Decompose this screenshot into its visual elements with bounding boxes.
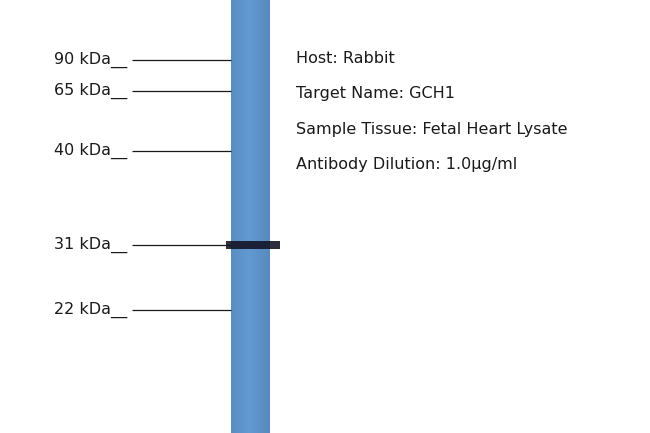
Bar (267, 0, 268, 433)
Bar (235, 0, 237, 433)
Bar (269, 0, 270, 433)
Bar (237, 0, 238, 433)
Bar (252, 0, 253, 433)
Bar (259, 0, 261, 433)
Bar (253, 0, 254, 433)
Bar (226, 241, 280, 249)
Bar (247, 0, 248, 433)
Bar (233, 0, 234, 433)
Bar (238, 0, 239, 433)
Text: 22 kDa__: 22 kDa__ (53, 301, 127, 318)
Bar (240, 0, 242, 433)
Bar (239, 0, 240, 433)
Bar (255, 0, 257, 433)
Bar (246, 0, 247, 433)
Bar (244, 0, 246, 433)
Bar (250, 0, 251, 433)
Bar (259, 0, 260, 433)
Bar (265, 0, 266, 433)
Bar (234, 0, 235, 433)
Bar (249, 0, 250, 433)
Bar (255, 0, 256, 433)
Bar (266, 0, 268, 433)
Bar (268, 0, 269, 433)
Bar (261, 0, 262, 433)
Bar (235, 0, 236, 433)
Bar (257, 0, 258, 433)
Bar (268, 0, 270, 433)
Text: 31 kDa__: 31 kDa__ (53, 236, 127, 253)
Bar (233, 0, 235, 433)
Bar (260, 0, 261, 433)
Bar (264, 0, 265, 433)
Bar (262, 0, 263, 433)
Bar (242, 0, 243, 433)
Bar (265, 0, 266, 433)
Text: 40 kDa__: 40 kDa__ (53, 142, 127, 159)
Bar (240, 0, 241, 433)
Text: Antibody Dilution: 1.0µg/ml: Antibody Dilution: 1.0µg/ml (296, 158, 517, 172)
Bar (263, 0, 264, 433)
Text: Target Name: GCH1: Target Name: GCH1 (296, 87, 455, 101)
Bar (261, 0, 263, 433)
Bar (231, 0, 232, 433)
Text: 90 kDa__: 90 kDa__ (53, 52, 127, 68)
Bar (251, 0, 252, 433)
Bar (252, 0, 254, 433)
Bar (254, 0, 255, 433)
Bar (236, 0, 237, 433)
Text: Sample Tissue: Fetal Heart Lysate: Sample Tissue: Fetal Heart Lysate (296, 122, 567, 137)
Bar (231, 0, 233, 433)
Text: Host: Rabbit: Host: Rabbit (296, 51, 395, 66)
Bar (248, 0, 250, 433)
Bar (263, 0, 265, 433)
Bar (266, 0, 267, 433)
Text: 65 kDa__: 65 kDa__ (53, 83, 127, 99)
Bar (232, 0, 233, 433)
Bar (242, 0, 244, 433)
Bar (256, 0, 257, 433)
Bar (254, 0, 255, 433)
Bar (241, 0, 242, 433)
Bar (243, 0, 244, 433)
Bar (244, 0, 245, 433)
Bar (245, 0, 246, 433)
Bar (257, 0, 259, 433)
Bar (237, 0, 239, 433)
Bar (250, 0, 252, 433)
Bar (239, 0, 240, 433)
Bar (246, 0, 248, 433)
Bar (258, 0, 259, 433)
Bar (248, 0, 249, 433)
